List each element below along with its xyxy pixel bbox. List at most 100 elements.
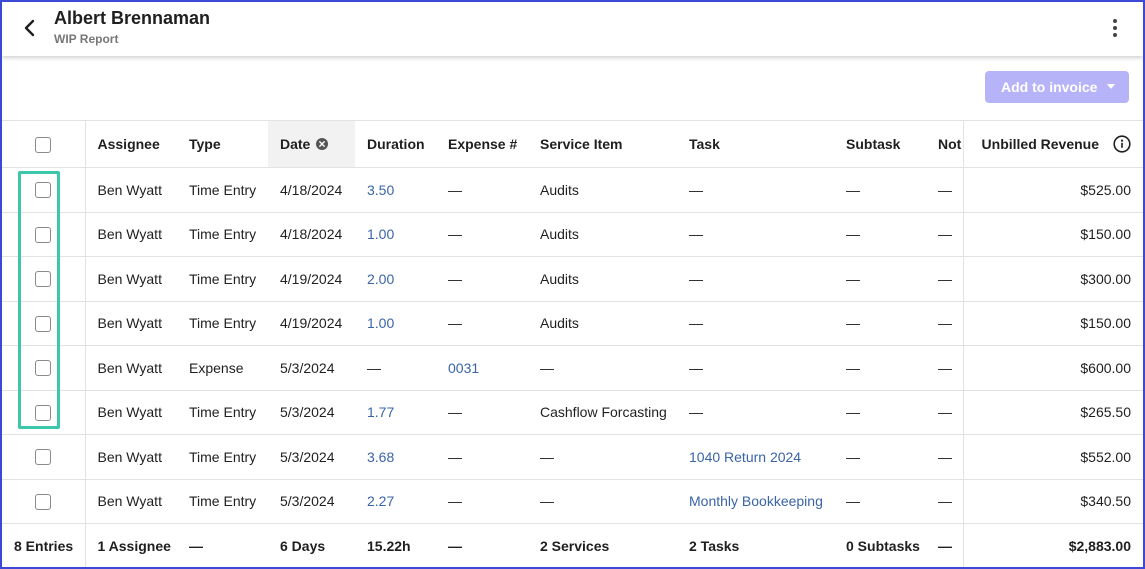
table-row[interactable]: Ben Wyatt Expense 5/3/2024—0031— — — — $600.00: [2, 345, 1143, 391]
cell-task: —: [677, 256, 834, 302]
row-checkbox[interactable]: [35, 315, 52, 332]
table-row[interactable]: Ben Wyatt Time Entry 5/3/2024 1.77— Cashflow…: [2, 390, 1143, 435]
page-header: Albert Brennaman WIP Report: [2, 2, 1143, 56]
cell-revenue: $525.00: [963, 167, 1143, 213]
cell-date: 4/19/2024: [268, 256, 355, 302]
cell-task: —: [677, 212, 834, 257]
cell-date: 5/3/2024: [268, 479, 355, 524]
table-row[interactable]: Ben Wyatt Time Entry 5/3/2024 3.68— —1040 Re…: [2, 434, 1143, 480]
cell-notes: —: [930, 301, 964, 346]
cell-revenue: $300.00: [963, 256, 1143, 302]
cell-service-item: Cashflow Forcasting: [528, 390, 677, 435]
row-checkbox[interactable]: [35, 493, 52, 510]
row-checkbox[interactable]: [35, 404, 52, 421]
column-header-duration[interactable]: Duration: [355, 120, 436, 168]
cell-date: 4/19/2024: [268, 301, 355, 346]
page-subtitle: WIP Report: [54, 32, 119, 46]
footer-date: 6 Days: [280, 538, 326, 555]
row-select-cell: [2, 167, 86, 213]
info-icon[interactable]: [1113, 135, 1131, 153]
table-row[interactable]: Ben Wyatt Time Entry 4/19/2024 1.00— Audits —…: [2, 301, 1143, 346]
cell-duration[interactable]: 3.68: [355, 434, 436, 480]
footer-expense: —: [448, 538, 462, 555]
cell-type: Expense: [177, 345, 268, 391]
more-vertical-icon: [1113, 19, 1117, 37]
cell-type: Time Entry: [177, 256, 268, 302]
cell-service-item: Audits: [528, 301, 677, 346]
cell-type: Time Entry: [177, 301, 268, 346]
row-checkbox[interactable]: [35, 449, 52, 466]
cell-service-item: Audits: [528, 256, 677, 302]
column-header-notes[interactable]: Not: [930, 120, 964, 168]
cell-subtask: —: [834, 345, 930, 391]
footer-subtask: 0 Subtasks: [846, 538, 920, 555]
column-header-task[interactable]: Task: [677, 120, 834, 168]
cell-subtask: —: [834, 479, 930, 524]
column-header-type[interactable]: Type: [177, 120, 268, 168]
row-checkbox[interactable]: [35, 226, 52, 243]
cell-date: 4/18/2024: [268, 167, 355, 213]
cell-assignee: Ben Wyatt: [85, 390, 177, 435]
row-select-cell: [2, 479, 86, 524]
cell-task[interactable]: 1040 Return 2024: [677, 434, 834, 480]
cell-task[interactable]: Monthly Bookkeeping: [677, 479, 834, 524]
row-select-cell: [2, 256, 86, 302]
column-header-subtask[interactable]: Subtask: [834, 120, 930, 168]
cell-notes: —: [930, 167, 964, 213]
row-select-cell: [2, 434, 86, 480]
cell-duration[interactable]: 2.27: [355, 479, 436, 524]
column-header-date[interactable]: Date: [268, 120, 355, 168]
cell-date: 4/18/2024: [268, 212, 355, 257]
cell-date: 5/3/2024: [268, 345, 355, 391]
cell-subtask: —: [834, 256, 930, 302]
column-header-expense[interactable]: Expense #: [436, 120, 528, 168]
cell-duration[interactable]: 1.77: [355, 390, 436, 435]
more-options-button[interactable]: [1105, 16, 1125, 40]
footer-notes: —: [930, 523, 964, 567]
add-to-invoice-button[interactable]: Add to invoice: [985, 71, 1129, 103]
cell-duration[interactable]: 1.00: [355, 212, 436, 257]
cell-type: Time Entry: [177, 434, 268, 480]
table-row[interactable]: Ben Wyatt Time Entry 4/18/2024 3.50— Audits —…: [2, 167, 1143, 213]
table-header-row: Assignee Type Date Duration Expense # Se…: [2, 120, 1143, 168]
cell-type: Time Entry: [177, 212, 268, 257]
footer-revenue: $2,883.00: [1068, 538, 1131, 555]
row-checkbox[interactable]: [35, 360, 52, 377]
cell-expense: —: [436, 256, 528, 302]
cell-subtask: —: [834, 212, 930, 257]
cell-notes: —: [930, 256, 964, 302]
cell-assignee: Ben Wyatt: [85, 345, 177, 391]
table-row[interactable]: Ben Wyatt Time Entry 4/18/2024 1.00— Audits —…: [2, 212, 1143, 257]
cell-notes: —: [930, 390, 964, 435]
cell-revenue: $552.00: [963, 434, 1143, 480]
column-header-unbilled-revenue[interactable]: Unbilled Revenue: [963, 120, 1143, 168]
cell-duration[interactable]: 1.00: [355, 301, 436, 346]
select-all-checkbox[interactable]: [35, 136, 52, 153]
back-button[interactable]: [18, 16, 42, 40]
clear-circle-icon[interactable]: [316, 138, 329, 150]
row-select-cell: [2, 212, 86, 257]
back-arrow-icon: [24, 19, 35, 37]
table-row[interactable]: Ben Wyatt Time Entry 4/19/2024 2.00— Audits —…: [2, 256, 1143, 302]
cell-notes: —: [930, 479, 964, 524]
cell-revenue: $340.50: [963, 479, 1143, 524]
cell-subtask: —: [834, 434, 930, 480]
cell-service-item: —: [528, 434, 677, 480]
table-row[interactable]: Ben Wyatt Time Entry 5/3/2024 2.27— — Monthly…: [2, 479, 1143, 524]
row-checkbox[interactable]: [35, 182, 52, 199]
column-header-assignee[interactable]: Assignee: [85, 120, 177, 168]
cell-type: Time Entry: [177, 390, 268, 435]
table-body: Ben Wyatt Time Entry 4/18/2024 3.50— Audits —…: [2, 167, 1143, 524]
table-footer-row: 8 Entries 1 Assignee — 6 Days 15.22h — 2…: [2, 523, 1143, 567]
cell-duration[interactable]: 3.50: [355, 167, 436, 213]
column-header-date-label: Date: [280, 136, 311, 152]
cell-date: 5/3/2024: [268, 434, 355, 480]
column-header-service-item[interactable]: Service Item: [528, 120, 677, 168]
wip-table: Assignee Type Date Duration Expense # Se…: [2, 120, 1143, 567]
footer-service-item: 2 Services: [540, 538, 610, 555]
cell-duration[interactable]: 2.00: [355, 256, 436, 302]
cell-expense[interactable]: 0031: [436, 345, 528, 391]
add-to-invoice-label: Add to invoice: [1001, 79, 1098, 95]
row-checkbox[interactable]: [35, 271, 52, 288]
column-header-unbilled-revenue-label: Unbilled Revenue: [981, 136, 1099, 152]
